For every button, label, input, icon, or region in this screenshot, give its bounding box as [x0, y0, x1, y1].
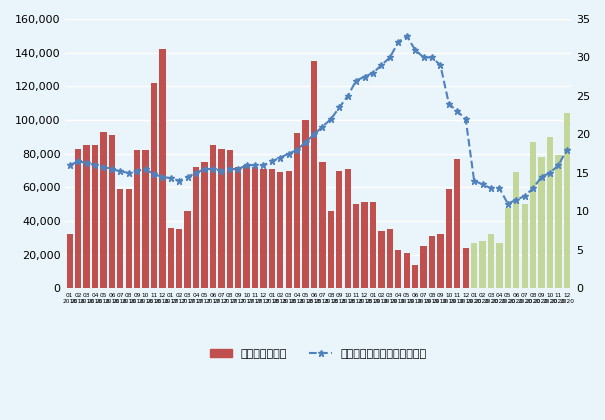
Bar	[463, 248, 469, 289]
Bar	[243, 165, 250, 289]
Bar	[252, 167, 258, 289]
Bar	[404, 253, 410, 289]
Bar	[412, 265, 418, 289]
Bar	[218, 149, 224, 289]
Bar	[142, 150, 149, 289]
Bar	[429, 236, 435, 289]
Bar	[538, 157, 544, 289]
Bar	[92, 145, 98, 289]
Bar	[336, 171, 342, 289]
Bar	[67, 234, 73, 289]
Bar	[302, 120, 309, 289]
Bar	[387, 229, 393, 289]
Bar	[269, 169, 275, 289]
Bar	[395, 249, 402, 289]
Bar	[522, 204, 528, 289]
Bar	[319, 162, 325, 289]
Bar	[168, 228, 174, 289]
Bar	[479, 241, 486, 289]
Bar	[210, 145, 216, 289]
Bar	[471, 243, 477, 289]
Bar	[488, 234, 494, 289]
Bar	[109, 135, 115, 289]
Bar	[235, 167, 241, 289]
Bar	[311, 61, 317, 289]
Bar	[185, 211, 191, 289]
Bar	[100, 132, 106, 289]
Bar	[353, 204, 359, 289]
Bar	[555, 155, 561, 289]
Bar	[446, 189, 452, 289]
Bar	[294, 134, 300, 289]
Bar	[286, 171, 292, 289]
Bar	[134, 150, 140, 289]
Bar	[420, 246, 427, 289]
Bar	[328, 211, 334, 289]
Bar	[277, 172, 284, 289]
Bar	[176, 229, 182, 289]
Bar	[496, 243, 503, 289]
Bar	[151, 83, 157, 289]
Bar	[530, 142, 536, 289]
Bar	[370, 202, 376, 289]
Bar	[117, 189, 123, 289]
Bar	[125, 189, 132, 289]
Bar	[345, 169, 351, 289]
Bar	[201, 162, 208, 289]
Bar	[505, 207, 511, 289]
Bar	[227, 150, 233, 289]
Bar	[564, 113, 570, 289]
Bar	[193, 167, 199, 289]
Bar	[260, 169, 267, 289]
Bar	[75, 149, 81, 289]
Bar	[83, 145, 90, 289]
Bar	[513, 172, 520, 289]
Bar	[159, 49, 166, 289]
Bar	[547, 137, 553, 289]
Bar	[361, 202, 368, 289]
Bar	[378, 231, 385, 289]
Bar	[454, 159, 460, 289]
Bar	[437, 234, 443, 289]
Legend: 自動車販売台数, 自動車ローンの金利（平均）: 自動車販売台数, 自動車ローンの金利（平均）	[205, 345, 431, 364]
